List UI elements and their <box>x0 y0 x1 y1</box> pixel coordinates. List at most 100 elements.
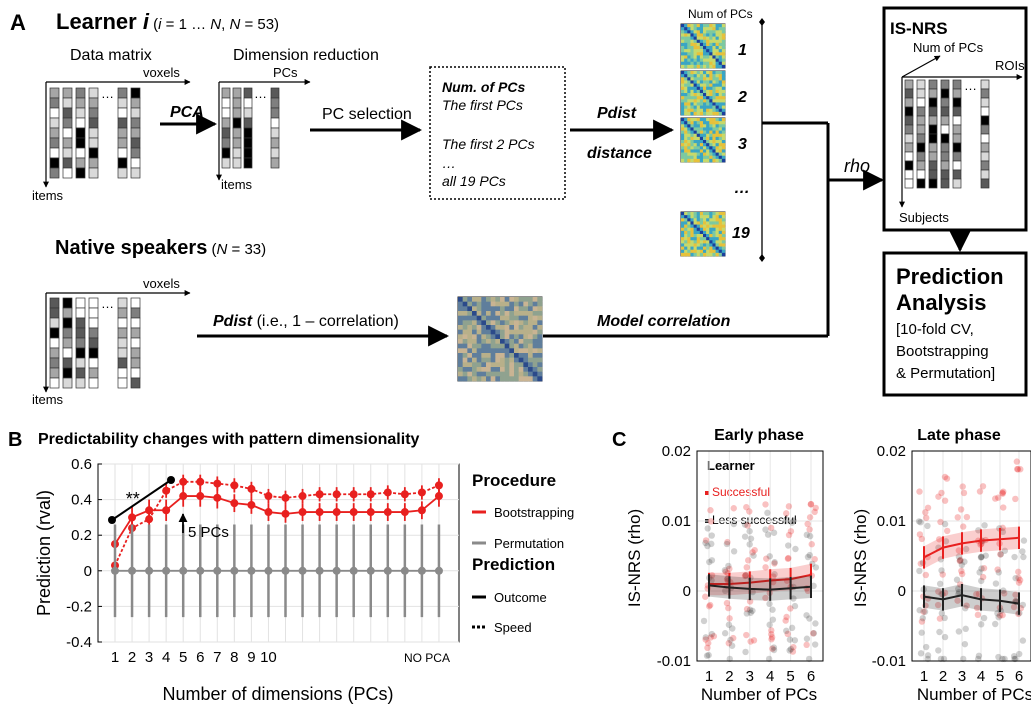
rdm-cell <box>706 152 710 157</box>
rdm-cell <box>709 83 713 88</box>
rdm-cell <box>458 353 463 358</box>
rdm-cell <box>699 77 704 81</box>
rdm-cell <box>690 49 694 53</box>
subject-point <box>1013 458 1021 465</box>
rdm-cell <box>532 320 538 326</box>
rdm-cell <box>467 357 473 363</box>
subject-point <box>1001 590 1008 597</box>
rdm-cell <box>715 39 720 44</box>
matrix-cell <box>952 169 962 180</box>
rdm-cell <box>715 240 720 244</box>
rdm-cell <box>528 297 533 302</box>
rdm-cell <box>693 143 698 147</box>
subject-point <box>707 507 714 514</box>
rdm-cell <box>476 357 482 363</box>
rdm-cell <box>721 227 726 232</box>
rdm-cell <box>504 357 510 363</box>
rdm-cell <box>721 96 726 100</box>
matrix-cell <box>916 151 926 162</box>
rdm-cell <box>693 102 698 106</box>
rdm-cell <box>681 246 685 251</box>
rdm-cell <box>718 224 723 229</box>
matrix-cell <box>940 160 950 171</box>
rdm-cell <box>684 227 688 232</box>
matrix-cell <box>928 97 938 108</box>
rdm-cell <box>696 246 701 251</box>
subject-point <box>963 602 970 609</box>
rdm-cell <box>537 367 543 372</box>
rdm-cell <box>504 343 510 349</box>
rdm-cell <box>718 61 723 66</box>
rdm-cell <box>703 27 707 31</box>
rdm-cell <box>509 325 515 330</box>
rdm-cell <box>690 42 694 47</box>
rdm-cell <box>481 306 487 312</box>
subject-point <box>812 564 820 571</box>
rdm-cell <box>509 367 515 372</box>
rdm-cell <box>718 102 723 106</box>
rho-label: rho <box>844 156 870 176</box>
rdm-cell <box>706 224 710 229</box>
matrix-cell <box>232 147 242 159</box>
rdm-label-1: 1 <box>738 42 747 59</box>
subject-point <box>954 514 961 521</box>
rdm-cell <box>721 149 726 153</box>
matrix-cell <box>221 147 231 159</box>
rdm-cell <box>687 27 691 31</box>
rdm-cell <box>718 80 723 84</box>
pca-label: PCA <box>170 104 204 121</box>
matrix-cell <box>928 88 938 99</box>
rdm-cell <box>514 339 519 344</box>
x-tick-label: 10 <box>260 649 277 666</box>
rdm-cell <box>690 146 694 150</box>
rdm-cell <box>681 224 685 229</box>
rdm-cell <box>696 143 701 147</box>
rdm-cell <box>706 83 710 88</box>
rdm-cell <box>718 121 723 125</box>
matrix-cell <box>980 151 990 162</box>
subject-point <box>807 500 815 508</box>
rdm-cell <box>703 111 707 116</box>
rdm-cell <box>537 320 543 326</box>
rdm-cell <box>518 334 524 340</box>
rdm-cell <box>721 243 726 247</box>
subject-point <box>943 475 951 482</box>
rdm-cell <box>684 127 688 131</box>
rdm-cell <box>687 102 691 106</box>
rdm-cell <box>481 353 487 358</box>
rdm-cell <box>467 371 473 377</box>
rdm-cell <box>718 46 723 50</box>
rdm-cell <box>681 49 685 53</box>
matrix-cell <box>916 124 926 135</box>
rdm-cell <box>699 230 704 235</box>
rdm-cell <box>712 61 716 66</box>
rdm-cell <box>712 24 716 28</box>
rdm-cell <box>458 301 463 307</box>
subject-point <box>936 536 943 543</box>
rdm-cell <box>715 86 720 91</box>
rdm-cell <box>721 80 726 84</box>
matrix-cell <box>49 357 60 369</box>
rdm-cell <box>681 127 685 131</box>
rdm-cell <box>462 376 468 382</box>
rdm-cell <box>514 311 519 316</box>
subject-point <box>916 531 924 538</box>
rdm-cell <box>476 297 482 302</box>
rdm-cell <box>718 86 723 91</box>
rdm-cell <box>699 252 704 257</box>
subject-point <box>770 644 778 651</box>
rdm-cell <box>537 343 543 349</box>
data-point <box>366 508 375 517</box>
panel-b: B Predictability changes with pattern di… <box>8 429 574 704</box>
rdm-cell <box>462 371 468 377</box>
subject-point <box>941 473 949 481</box>
rdm-cell <box>693 149 698 153</box>
rdm-cell <box>693 111 698 116</box>
subject-point <box>771 560 778 567</box>
rdm-cell <box>684 83 688 88</box>
rdm-cell <box>458 325 463 330</box>
matrix-cell <box>980 133 990 144</box>
matrix-cell <box>75 127 86 139</box>
matrix-cell <box>62 147 73 159</box>
rdm-cell <box>693 80 698 84</box>
